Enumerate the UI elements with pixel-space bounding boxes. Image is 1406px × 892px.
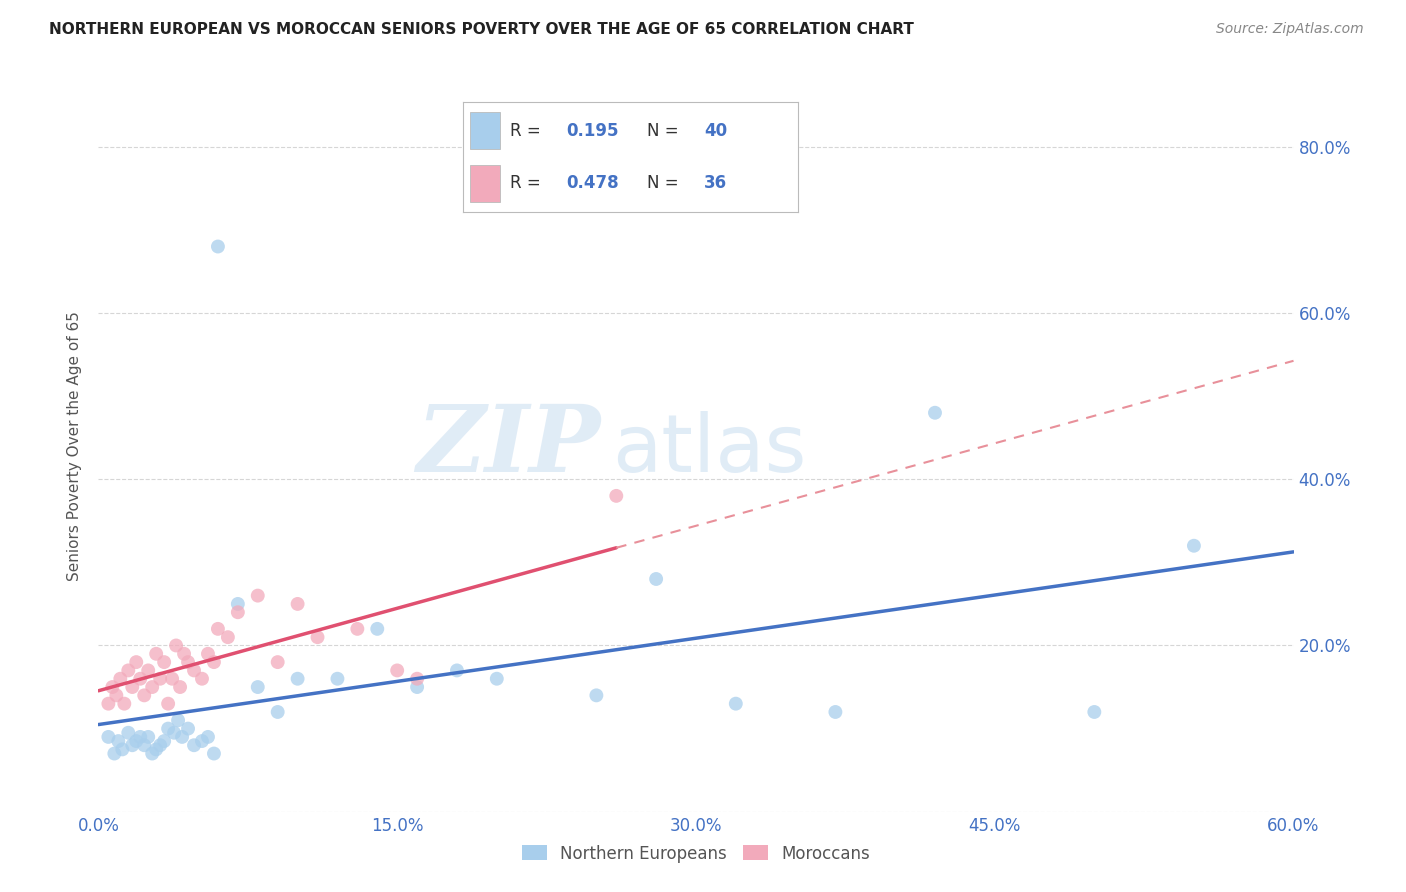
Point [173,647,195,661]
Point [226,597,249,611]
Text: Source: ZipAtlas.com: Source: ZipAtlas.com [1216,22,1364,37]
Point [724,697,747,711]
Point [191,734,214,748]
Y-axis label: Seniors Poverty Over the Age of 65: Seniors Poverty Over the Age of 65 [67,311,83,581]
Point [136,664,159,678]
Point [121,738,143,752]
Point [112,697,135,711]
Point [267,655,290,669]
Point [145,647,167,661]
Point [149,738,172,752]
Point [326,672,349,686]
Point [346,622,368,636]
Point [177,655,200,669]
Point [134,738,156,752]
Point [267,705,290,719]
Point [145,742,167,756]
Point [117,664,139,678]
Point [117,725,139,739]
Point [160,672,183,686]
Point [134,689,156,703]
Point [141,747,163,761]
Point [125,734,148,748]
Point [183,664,205,678]
Point [105,689,128,703]
Point [226,605,249,619]
Legend: Northern Europeans, Moroccans: Northern Europeans, Moroccans [515,838,877,869]
Point [287,597,309,611]
Point [485,672,508,686]
Point [924,406,946,420]
Point [406,672,429,686]
Point [103,747,125,761]
Point [107,734,129,748]
Point [446,664,468,678]
Point [157,697,180,711]
Point [97,697,120,711]
Text: ZIP: ZIP [416,401,600,491]
Point [366,622,388,636]
Point [149,672,172,686]
Point [129,730,152,744]
Point [153,655,176,669]
Point [1083,705,1105,719]
Point [136,730,159,744]
Point [97,730,120,744]
Point [585,689,607,703]
Text: NORTHERN EUROPEAN VS MOROCCAN SENIORS POVERTY OVER THE AGE OF 65 CORRELATION CHA: NORTHERN EUROPEAN VS MOROCCAN SENIORS PO… [49,22,914,37]
Point [246,589,269,603]
Point [153,734,176,748]
Point [129,672,152,686]
Point [169,680,191,694]
Point [207,622,229,636]
Point [207,239,229,253]
Point [385,664,409,678]
Point [141,680,163,694]
Point [287,672,309,686]
Text: atlas: atlas [613,410,807,489]
Point [110,672,132,686]
Point [183,738,205,752]
Point [172,730,194,744]
Point [824,705,846,719]
Point [197,647,219,661]
Point [246,680,269,694]
Point [167,714,190,728]
Point [605,489,627,503]
Point [202,655,225,669]
Point [125,655,148,669]
Point [191,672,214,686]
Point [645,572,668,586]
Point [101,680,124,694]
Point [157,722,180,736]
Point [111,742,134,756]
Point [197,730,219,744]
Point [307,630,329,644]
Point [406,680,429,694]
Point [163,725,186,739]
Point [1182,539,1205,553]
Point [165,639,187,653]
Point [177,722,200,736]
Point [121,680,143,694]
Point [202,747,225,761]
Point [217,630,239,644]
